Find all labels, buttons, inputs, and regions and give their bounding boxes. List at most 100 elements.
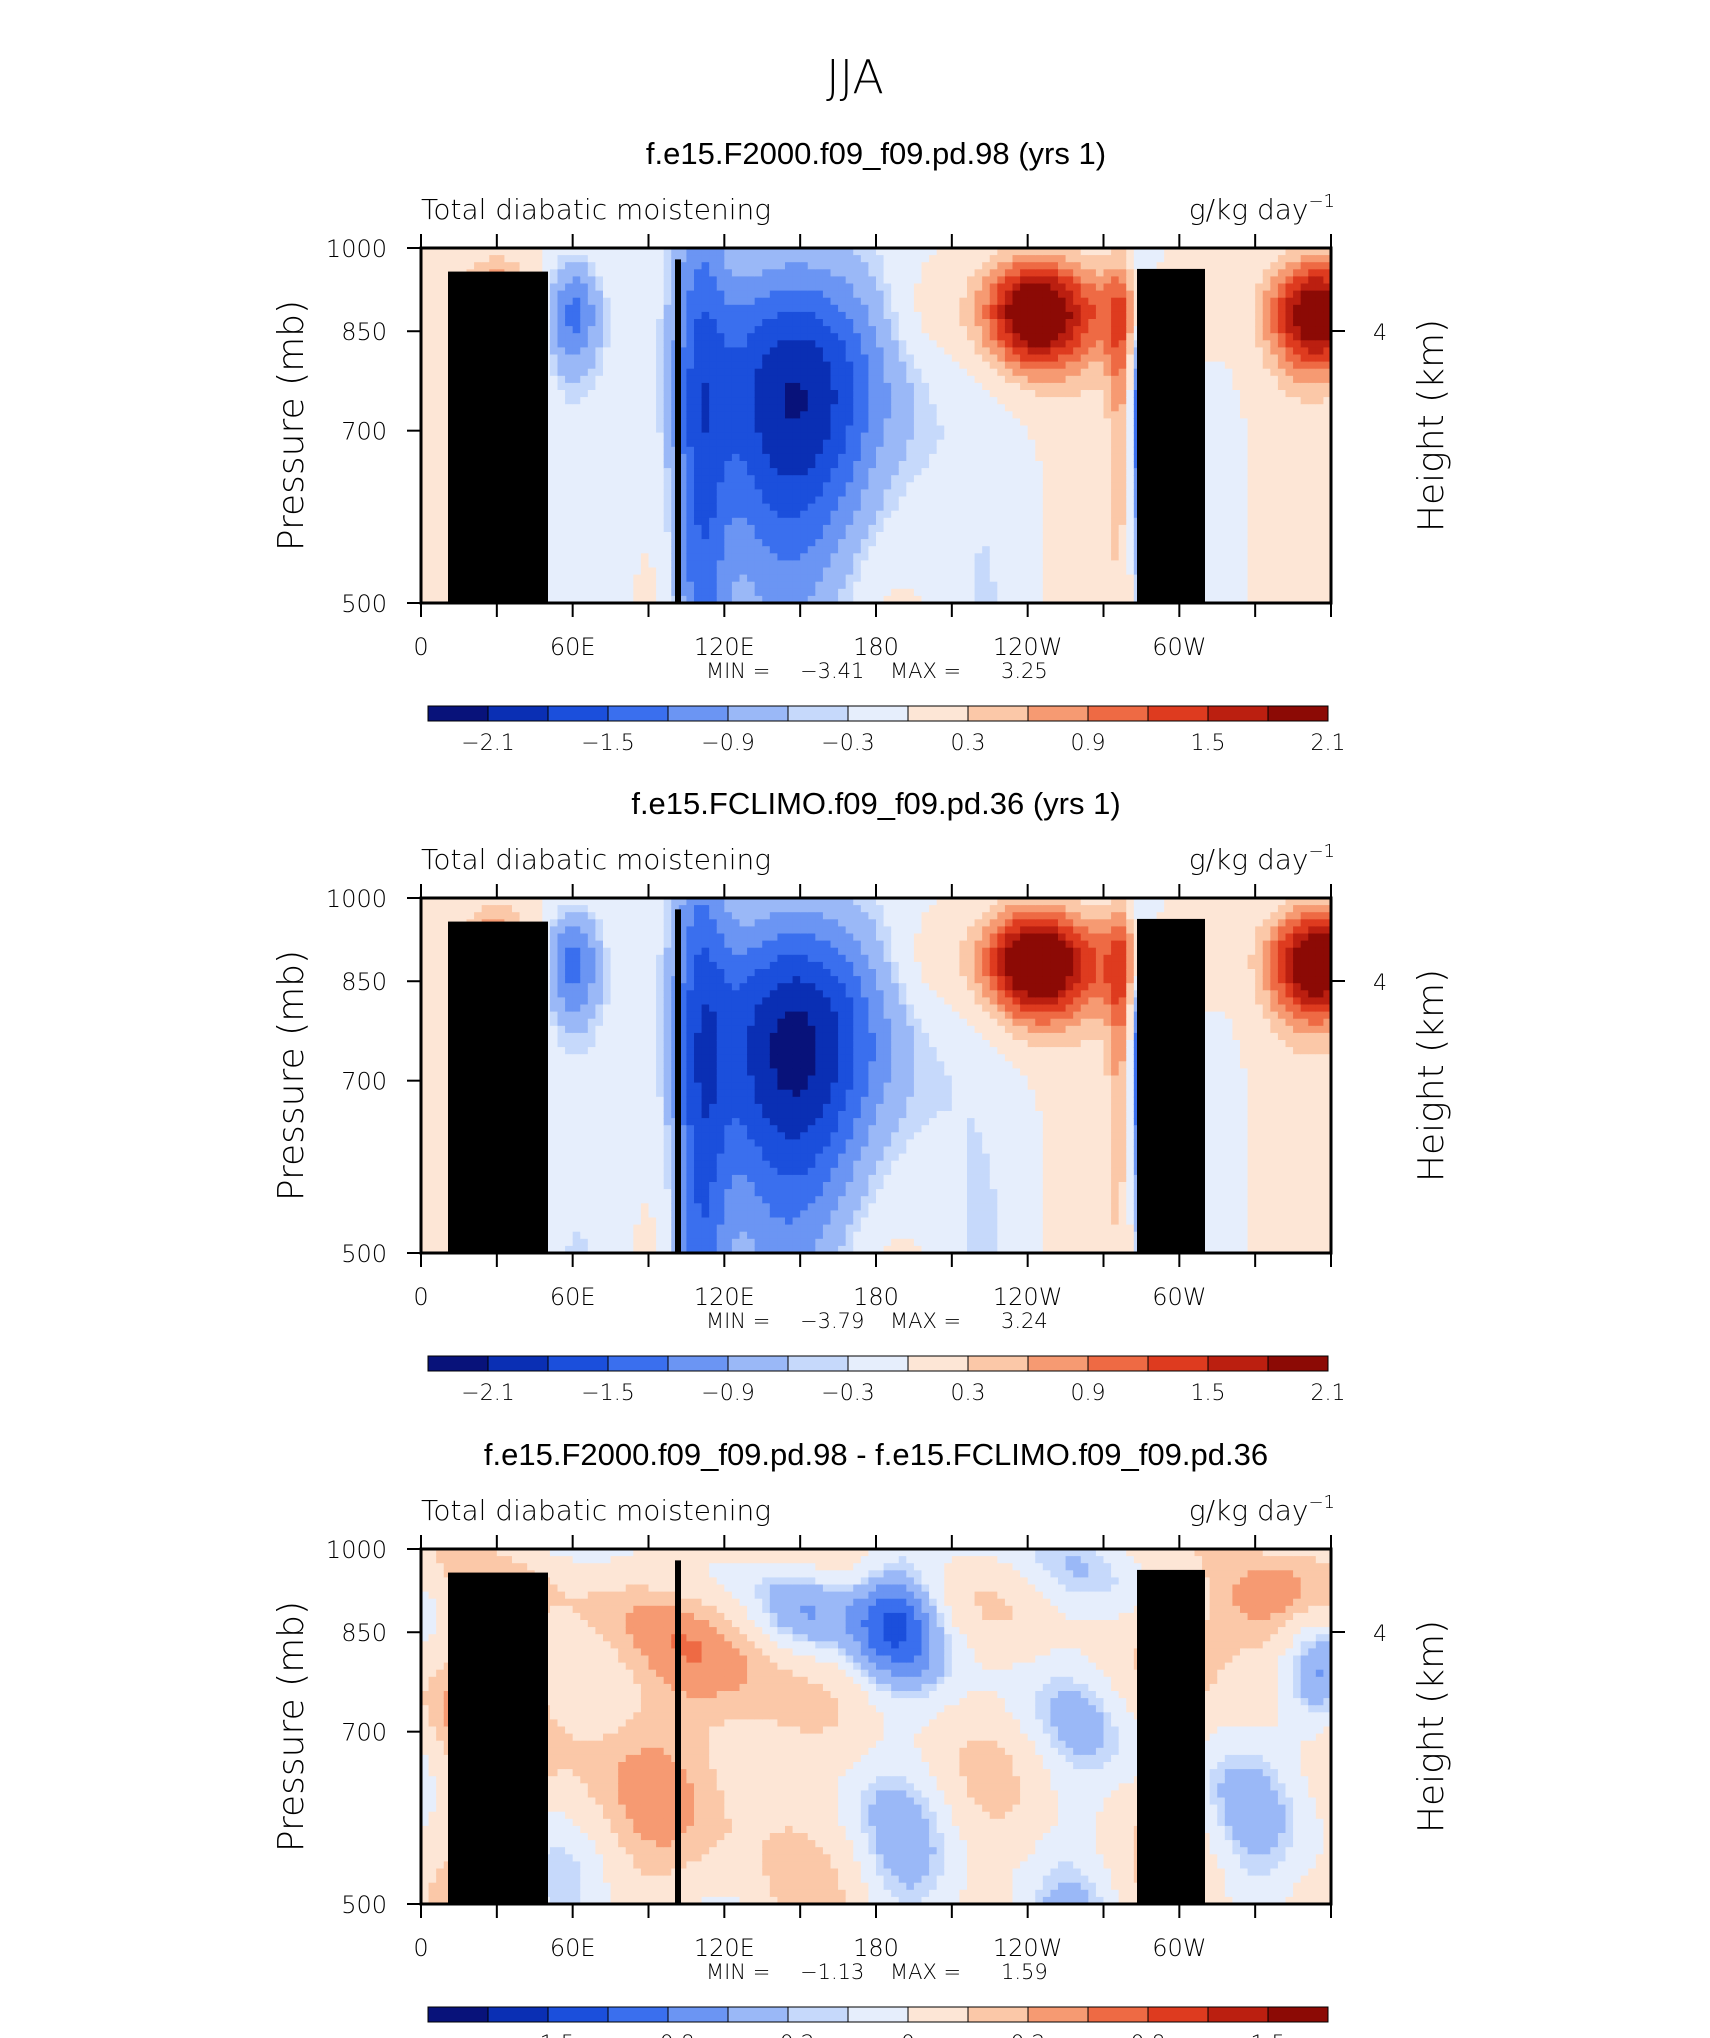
heatmap-cell [633,269,641,277]
heatmap-cell [1013,376,1021,384]
heatmap-cell [1104,397,1112,405]
heatmap-cell [967,511,975,519]
heatmap-cell [686,532,694,540]
heatmap-cell [717,582,725,590]
heatmap-cell [1096,298,1104,306]
heatmap-cell [868,284,876,292]
heatmap-cell [656,504,664,512]
heatmap-cell [937,355,945,363]
heatmap-cell [1126,255,1134,263]
heatmap-cell [429,454,437,462]
heatmap-cell [686,340,694,348]
heatmap-cell [694,362,702,370]
heatmap-cell [686,525,694,533]
heatmap-cell [656,532,664,540]
heatmap-cell [1126,383,1134,391]
heatmap-cell [785,418,793,426]
heatmap-cell [967,255,975,263]
heatmap-cell [664,326,672,334]
heatmap-cell [603,461,611,469]
heatmap-cell [876,582,884,590]
heatmap-cell [808,497,816,505]
heatmap-cell [724,333,732,341]
heatmap-cell [922,333,930,341]
heatmap-cell [755,305,763,313]
heatmap-cell [717,312,725,320]
heatmap-cell [959,291,967,299]
heatmap-cell [967,482,975,490]
heatmap-cell [808,362,816,370]
heatmap-cell [580,383,588,391]
heatmap-cell [770,276,778,284]
heatmap-cell [504,262,512,270]
heatmap-cell [823,532,831,540]
heatmap-cell [1096,553,1104,561]
heatmap-cell [1073,568,1081,576]
heatmap-cell [1088,546,1096,554]
heatmap-cell [436,312,444,320]
heatmap-cell [1058,298,1066,306]
heatmap-cell [444,255,452,263]
heatmap-cell [1035,418,1043,426]
heatmap-cell [1058,333,1066,341]
heatmap-cell [906,440,914,448]
heatmap-cell [550,440,558,448]
heatmap-cell [884,497,892,505]
heatmap-cell [1043,376,1051,384]
heatmap-cell [793,546,801,554]
heatmap-cell [694,355,702,363]
heatmap-cell [823,433,831,441]
heatmap-cell [1028,255,1036,263]
heatmap-cell [686,284,694,292]
heatmap-cell [1005,553,1013,561]
heatmap-cell [808,454,816,462]
heatmap-cell [785,575,793,583]
heatmap-cell [785,276,793,284]
heatmap-cell [868,461,876,469]
heatmap-cell [808,276,816,284]
heatmap-cell [884,589,892,597]
heatmap-cell [702,312,710,320]
heatmap-cell [777,468,785,476]
heatmap-cell [1013,262,1021,270]
heatmap-cell [861,504,869,512]
heatmap-cell [626,390,634,398]
heatmap-cell [603,454,611,462]
heatmap-cell [1013,504,1021,512]
heatmap-cell [914,390,922,398]
heatmap-cell [884,319,892,327]
heatmap-cell [724,305,732,313]
heatmap-cell [1035,504,1043,512]
heatmap-cell [694,489,702,497]
heatmap-cell [649,504,657,512]
heatmap-cell [603,291,611,299]
heatmap-cell [823,255,831,263]
heatmap-cell [1005,276,1013,284]
heatmap-cell [595,553,603,561]
heatmap-cell [967,539,975,547]
heatmap-cell [1005,411,1013,419]
heatmap-cell [724,468,732,476]
heatmap-cell [1081,326,1089,334]
heatmap-cell [800,489,808,497]
heatmap-cell [914,539,922,547]
heatmap-cell [1050,553,1058,561]
heatmap-cell [1050,582,1058,590]
heatmap-cell [800,553,808,561]
heatmap-cell [762,426,770,434]
heatmap-cell [702,340,710,348]
heatmap-cell [1020,475,1028,483]
heatmap-cell [664,560,672,568]
heatmap-cell [793,418,801,426]
heatmap-cell [686,397,694,405]
heatmap-cell [641,312,649,320]
heatmap-cell [967,298,975,306]
heatmap-cell [990,362,998,370]
heatmap-cell [565,426,573,434]
heatmap-cell [1050,340,1058,348]
heatmap-cell [800,291,808,299]
heatmap-cell [876,269,884,277]
heatmap-cell [550,411,558,419]
heatmap-cell [1088,276,1096,284]
heatmap-cell [429,269,437,277]
